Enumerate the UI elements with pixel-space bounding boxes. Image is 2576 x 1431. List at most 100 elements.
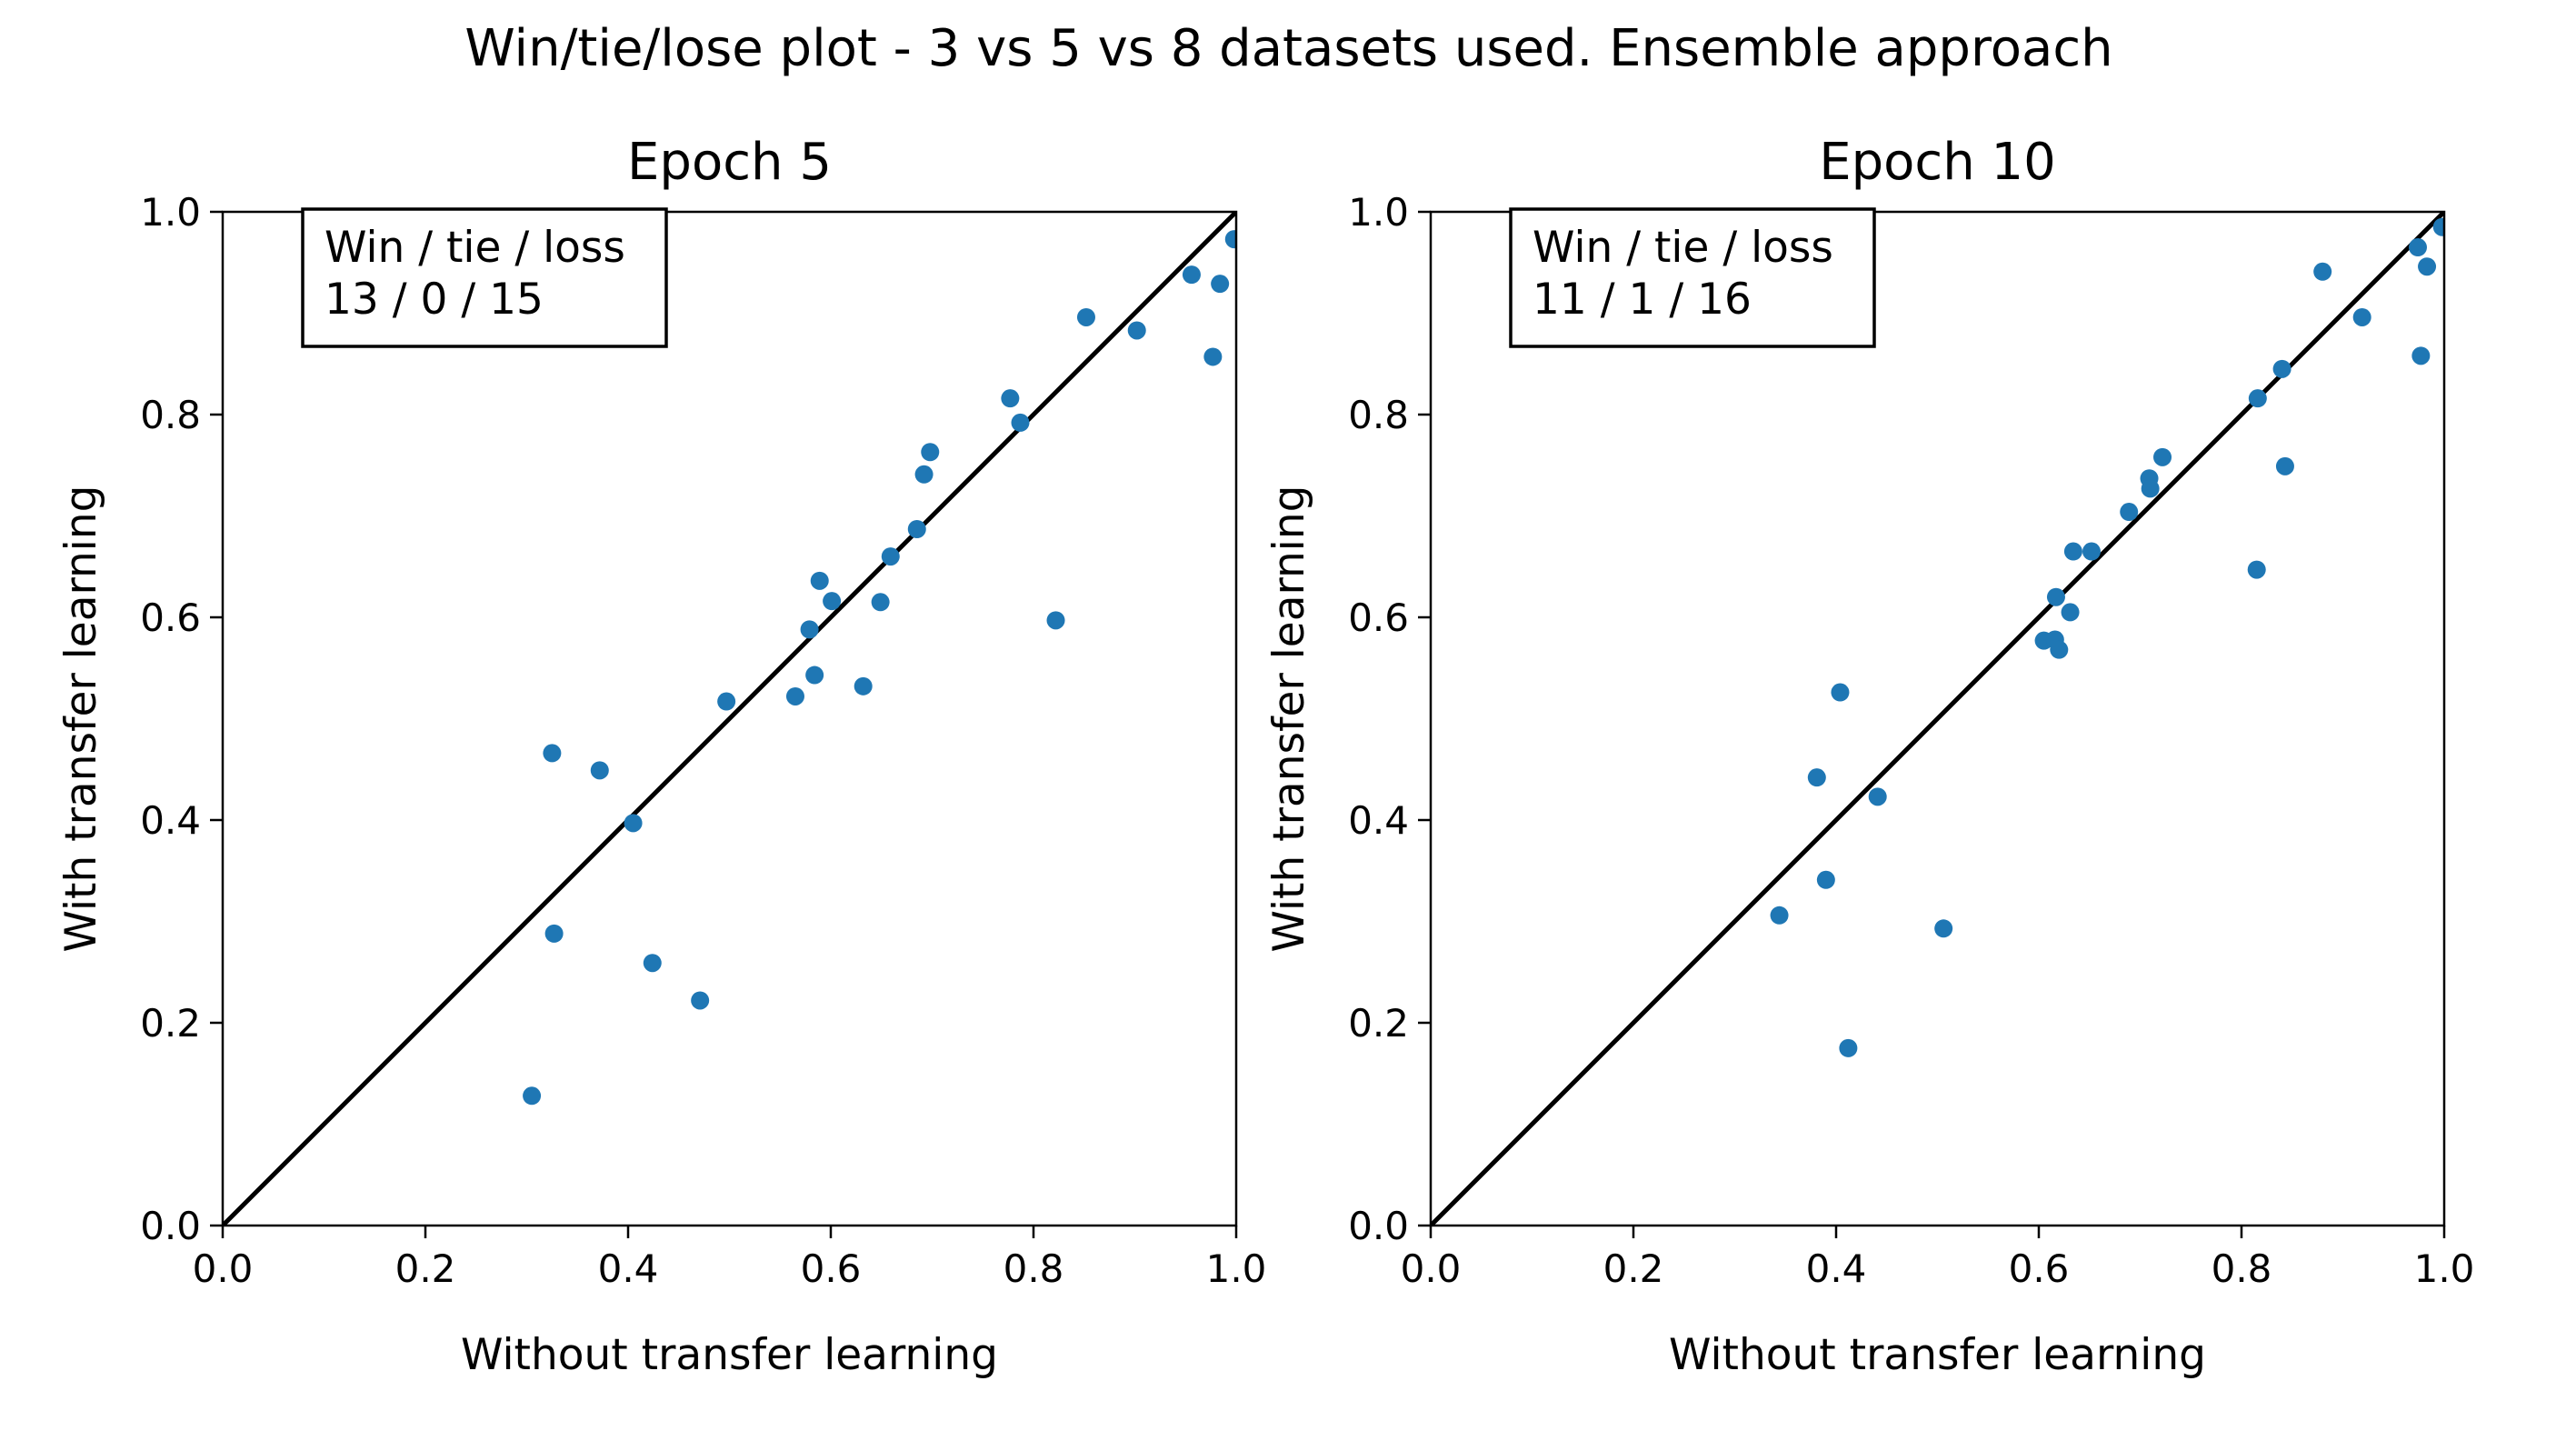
panel-1-plot-area (223, 212, 1236, 1226)
panel-2-scatter-point-1 (1770, 906, 1789, 925)
panel-2-annotation-counts: 11 / 1 / 16 (1533, 275, 1752, 325)
panel-2-scatter-point-7 (1934, 919, 1953, 938)
panel-2-scatter-point-15 (2120, 503, 2139, 522)
panel-1-scatter-point-9 (785, 686, 804, 705)
panel-1-x-tick-label: 1.0 (1206, 1246, 1267, 1291)
panel-2-annotation-heading: Win / tie / loss (1533, 223, 1833, 273)
panel-1-scatter-point-8 (717, 692, 736, 711)
panel-2-title: Epoch 10 (1819, 133, 2056, 192)
panel-2-x-tick-label: 0.6 (2009, 1246, 2070, 1291)
panel-1-scatter-point-7 (691, 991, 710, 1010)
panel-1-x-axis-label: Without transfer learning (461, 1330, 998, 1380)
panel-1-scatter-point-18 (914, 465, 934, 484)
panel-1-y-tick-label: 1.0 (140, 190, 201, 235)
panel-1-annotation-box (301, 207, 668, 348)
panel-2-x-tick-label: 0.2 (1603, 1246, 1664, 1291)
panel-2-y-tick-label: 0.2 (1348, 1001, 1409, 1046)
panel-1: Epoch 5 0.0 0.2 0.4 0.6 0.8 1.0 0.0 0.2 0.4 0.6 0.8… (56, 133, 1266, 1380)
panel-1-scatter-point-28 (1224, 230, 1236, 249)
panel-1-y-tick-label: 0.0 (140, 1204, 201, 1248)
panel-1-scatter-point-15 (871, 593, 890, 612)
panel-2-y-axis-label: With transfer learning (1264, 485, 1314, 953)
panel-1-y-tick-label: 0.2 (140, 1001, 201, 1046)
panel-2-scatter-point-24 (2352, 307, 2371, 326)
panel-1-y-tick-label: 0.6 (140, 595, 201, 640)
panel-1-scatter-point-13 (823, 592, 842, 611)
panel-1-scatter-point-16 (881, 547, 900, 566)
panel-1-scatter-point-26 (1203, 347, 1223, 366)
panel-2-scatter-point-12 (2061, 603, 2080, 622)
panel-1-scatter-point-14 (854, 676, 873, 695)
panel-1-scatter-point-11 (805, 665, 824, 685)
panel-2-scatter-point-14 (2082, 542, 2101, 561)
panel-2-diagonal-reference-line (1431, 212, 2444, 1226)
panel-2-scatter-point-26 (2411, 346, 2431, 365)
panel-1-title: Epoch 5 (627, 133, 832, 192)
panel-2: Epoch 10 0.0 0.2 0.4 0.6 0.8 1.0 0.0 0.2 0.4 0.6 0.… (1264, 133, 2474, 1380)
panel-1-annotation-heading: Win / tie / loss (324, 223, 625, 273)
panel-1-scatter-point-22 (1046, 611, 1065, 630)
panel-1-scatter-point-23 (1076, 307, 1095, 326)
panel-2-y-tick-label: 0.0 (1348, 1204, 1409, 1248)
panel-2-scatter-point-21 (2272, 359, 2291, 378)
panel-2-scatter-point-3 (1816, 870, 1835, 889)
panel-1-scatter-point-6 (643, 954, 662, 973)
panel-1-x-tick-label: 0.0 (193, 1246, 254, 1291)
plot-panels: Epoch 5 0.0 0.2 0.4 0.6 0.8 1.0 0.0 0.2 0.4 0.6 0.8… (56, 133, 2474, 1380)
panel-1-scatter-point-12 (810, 571, 829, 590)
panel-2-scatter-point-2 (1807, 768, 1826, 787)
panel-2-x-tick-label: 0.8 (2212, 1246, 2272, 1291)
panel-1-scatter-point-4 (590, 761, 609, 780)
panel-1-y-tick-label: 0.4 (140, 798, 201, 843)
panel-2-scatter-point-22 (2275, 456, 2294, 475)
panel-1-y-tick-label: 0.8 (140, 393, 201, 437)
panel-2-scatter-point-28 (2432, 217, 2444, 236)
panel-1-scatter-point-10 (800, 620, 819, 639)
panel-2-scatter-point-4 (1831, 683, 1850, 702)
panel-2-annotation-box (1509, 207, 1876, 348)
panel-1-scatter-point-27 (1211, 275, 1230, 294)
panel-2-x-axis-label: Without transfer learning (1669, 1330, 2206, 1380)
panel-1-scatter-point-3 (544, 924, 564, 943)
panel-2-scatter-point-6 (1868, 787, 1887, 806)
panel-1-scatter-point-2 (543, 744, 562, 763)
panel-2-axes-frame (1429, 210, 2446, 1227)
panel-1-x-tick-label: 0.6 (801, 1246, 862, 1291)
figure-title: Win/tie/lose plot - 3 vs 5 vs 8 datasets… (464, 19, 2112, 78)
panel-1-annotation-counts: 13 / 0 / 15 (324, 275, 544, 325)
panel-1-axes-frame (221, 210, 1238, 1227)
panel-1-x-tick-label: 0.8 (1003, 1246, 1064, 1291)
panel-2-y-tick-label: 0.4 (1348, 798, 1409, 843)
panel-2-x-tick-label: 1.0 (2414, 1246, 2475, 1291)
panel-1-scatter-point-17 (907, 519, 926, 538)
panel-2-scatter-point-18 (2153, 447, 2172, 466)
panel-1-scatter-point-24 (1127, 321, 1146, 340)
panel-2-scatter-point-11 (2050, 640, 2069, 659)
panel-1-scatter-point-25 (1182, 265, 1201, 285)
panel-2-y-tick-label: 0.8 (1348, 393, 1409, 437)
panel-2-y-tick-label: 0.6 (1348, 595, 1409, 640)
panel-1-scatter-point-19 (921, 443, 940, 462)
panel-1-diagonal-reference-line (223, 212, 1236, 1226)
panel-2-scatter-point-23 (2313, 262, 2332, 281)
panel-1-scatter-point-21 (1011, 413, 1030, 432)
panel-2-x-tick-label: 0.0 (1401, 1246, 1462, 1291)
panel-1-scatter-point-20 (1001, 389, 1020, 408)
panel-2-scatter-point-17 (2141, 479, 2160, 498)
panel-2-scatter-point-5 (1839, 1038, 1858, 1057)
panel-1-scatter-point-5 (624, 814, 643, 833)
panel-2-scatter-point-19 (2247, 560, 2266, 579)
panel-2-scatter-point-10 (2046, 587, 2065, 606)
panel-2-scatter-point-25 (2409, 238, 2428, 257)
panel-2-y-tick-label: 1.0 (1348, 190, 1409, 235)
panel-2-scatter-point-13 (2063, 542, 2082, 561)
panel-2-x-tick-label: 0.4 (1806, 1246, 1867, 1291)
panel-1-x-tick-label: 0.2 (395, 1246, 456, 1291)
panel-1-scatter-point-1 (523, 1086, 542, 1106)
panel-1-y-axis-label: With transfer learning (56, 485, 106, 953)
panel-1-x-tick-label: 0.4 (598, 1246, 659, 1291)
panel-2-scatter-point-27 (2418, 257, 2437, 276)
panel-2-plot-area (1431, 212, 2444, 1226)
panel-2-scatter-point-20 (2248, 389, 2267, 408)
